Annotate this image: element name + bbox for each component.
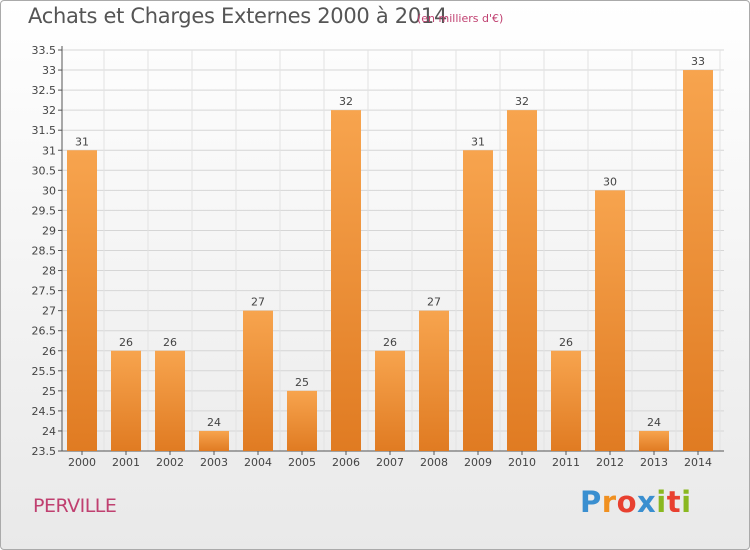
bar [639, 430, 669, 451]
bar [287, 390, 317, 451]
data-label: 30 [603, 175, 617, 188]
y-tick-label: 24.5 [32, 405, 57, 418]
place-name: PERVILLE [33, 495, 117, 517]
bar [595, 190, 625, 451]
x-tick-label: 2006 [332, 456, 360, 469]
logo-letter: i [656, 485, 667, 519]
logo-letter: x [637, 485, 657, 519]
bar [331, 110, 361, 452]
x-tick-label: 2007 [376, 456, 404, 469]
logo-letter: r [601, 485, 617, 519]
x-tick-label: 2011 [552, 456, 580, 469]
logo-letter: i [681, 485, 692, 519]
x-tick-label: 2012 [596, 456, 624, 469]
data-label: 31 [75, 135, 89, 148]
y-tick-label: 29.5 [32, 204, 57, 217]
data-label: 26 [559, 336, 573, 349]
data-label: 33 [691, 55, 705, 68]
bar [463, 150, 493, 451]
labels: 31 2000 26 2001 26 2002 24 2003 27 2004 25 2005 32 20… [68, 55, 712, 469]
bar [551, 350, 581, 451]
data-label: 27 [427, 296, 441, 309]
bars [67, 70, 713, 452]
y-tick-label: 32 [42, 104, 56, 117]
bar [67, 150, 97, 451]
y-tick-label: 26 [42, 345, 56, 358]
proxiti-logo[interactable]: Proxiti [580, 485, 692, 519]
data-label: 26 [119, 336, 133, 349]
data-label: 32 [515, 95, 529, 108]
y-tick-label: 27.5 [32, 285, 57, 298]
x-tick-label: 2008 [420, 456, 448, 469]
bar [155, 350, 185, 451]
x-tick-label: 2004 [244, 456, 272, 469]
data-label: 24 [647, 416, 661, 429]
y-tick-label: 33 [42, 64, 56, 77]
y-tick-label: 23.5 [32, 445, 57, 458]
y-tick-label: 30 [42, 184, 56, 197]
x-tick-label: 2010 [508, 456, 536, 469]
bar [507, 110, 537, 452]
data-label: 27 [251, 296, 265, 309]
x-tick-label: 2003 [200, 456, 228, 469]
logo-letter: o [616, 485, 638, 519]
bar [111, 350, 141, 451]
x-tick-label: 2014 [684, 456, 712, 469]
x-tick-label: 2000 [68, 456, 96, 469]
y-tick-label: 28 [42, 265, 56, 278]
y-tick-label: 25.5 [32, 365, 57, 378]
x-tick-label: 2005 [288, 456, 316, 469]
logo-letter: t [666, 485, 682, 519]
y-tick-label: 24 [42, 425, 56, 438]
data-label: 31 [471, 135, 485, 148]
bar [199, 430, 229, 451]
y-tick-label: 32.5 [32, 84, 57, 97]
chart-title: Achats et Charges Externes 2000 à 2014 [28, 4, 448, 28]
y-tick-label: 30.5 [32, 164, 57, 177]
bar [419, 310, 449, 451]
bar [375, 350, 405, 451]
chart-subtitle: (en milliers d'€) [417, 12, 504, 25]
y-tick-label: 28.5 [32, 245, 57, 258]
logo-letter: P [580, 485, 602, 519]
y-tick-label: 29 [42, 224, 56, 237]
x-tick-label: 2002 [156, 456, 184, 469]
y-tick-label: 33.5 [32, 44, 57, 57]
y-tick-label: 31.5 [32, 124, 57, 137]
x-tick-label: 2013 [640, 456, 668, 469]
data-label: 24 [207, 416, 221, 429]
data-label: 32 [339, 95, 353, 108]
data-label: 25 [295, 376, 309, 389]
data-label: 26 [383, 336, 397, 349]
bar [243, 310, 273, 451]
y-tick-label: 31 [42, 144, 56, 157]
x-tick-label: 2009 [464, 456, 492, 469]
y-tick-label: 25 [42, 385, 56, 398]
x-tick-label: 2001 [112, 456, 140, 469]
y-tick-label: 26.5 [32, 325, 57, 338]
data-label: 26 [163, 336, 177, 349]
y-tick-label: 27 [42, 305, 56, 318]
bar [683, 70, 713, 452]
